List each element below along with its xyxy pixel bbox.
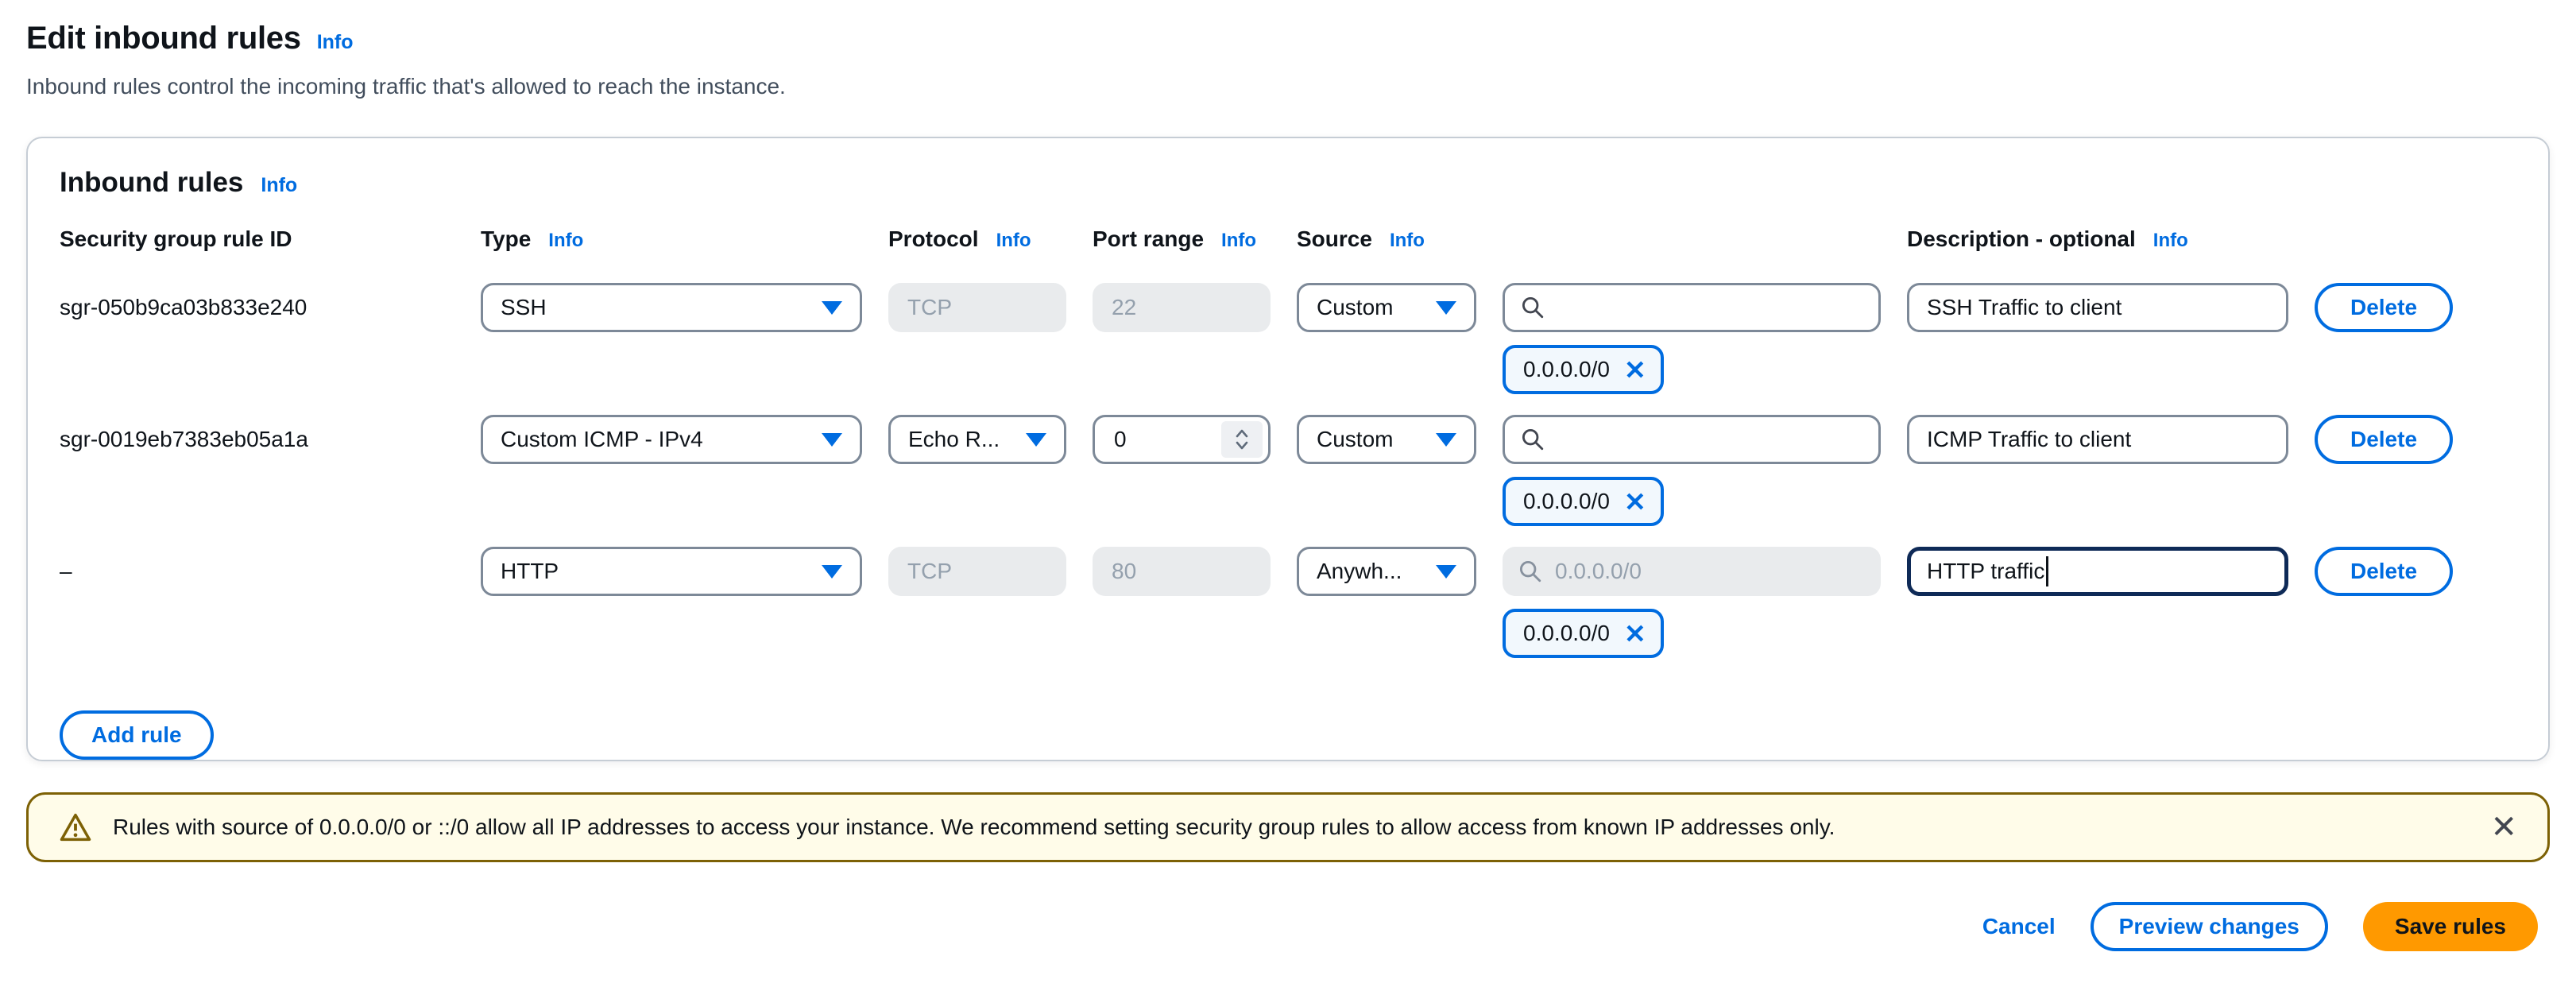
page-title: Edit inbound rules [26,21,301,56]
source-search-input[interactable] [1503,283,1881,332]
protocol-select[interactable]: Echo R... [888,415,1066,464]
dismiss-token-icon[interactable]: ✕ [1623,486,1646,517]
column-headers: Security group rule ID Type Info Protocol… [60,226,2516,254]
col-header-type: Type Info [481,226,584,251]
port-range-field: 80 [1093,547,1271,596]
description-input[interactable]: HTTP traffic [1907,547,2288,596]
source-token: 0.0.0.0/0 ✕ [1503,609,1664,658]
footer-actions: Cancel Preview changes Save rules [1982,902,2538,951]
description-input[interactable]: ICMP Traffic to client [1907,415,2288,464]
description-info-link[interactable]: Info [2152,230,2188,251]
token-label: 0.0.0.0/0 [1523,357,1610,381]
source-search-input: 0.0.0.0/0 [1503,547,1881,596]
col-header-protocol: Protocol Info [888,226,1031,251]
rule-id: – [60,559,72,583]
panel-title-info-link[interactable]: Info [261,174,298,196]
col-header-port-range: Port range Info [1093,226,1257,251]
port-range-stepper[interactable]: 0 [1093,415,1271,464]
protocol-field: TCP [888,283,1066,332]
token-label: 0.0.0.0/0 [1523,489,1610,513]
chevron-down-icon [1436,564,1456,579]
chevron-up-down-icon [1236,429,1248,450]
type-select[interactable]: Custom ICMP - IPv4 [481,415,862,464]
source-token: 0.0.0.0/0 ✕ [1503,345,1664,394]
add-rule-button[interactable]: Add rule [60,710,214,760]
type-info-link[interactable]: Info [548,230,584,251]
token-label: 0.0.0.0/0 [1523,621,1610,645]
dismiss-token-icon[interactable]: ✕ [1623,354,1646,385]
page-header: Edit inbound rules Info Inbound rules co… [26,19,786,100]
rule-id: sgr-0019eb7383eb05a1a [60,427,308,451]
save-rules-button[interactable]: Save rules [2362,902,2538,951]
panel-title: Inbound rules [60,167,244,198]
delete-rule-button[interactable]: Delete [2315,547,2453,596]
dismiss-token-icon[interactable]: ✕ [1623,618,1646,648]
page-subtitle: Inbound rules control the incoming traff… [26,74,786,99]
chevron-down-icon [1436,300,1456,315]
source-search-input[interactable] [1503,415,1881,464]
source-token: 0.0.0.0/0 ✕ [1503,477,1664,526]
port-range-info-link[interactable]: Info [1221,230,1257,251]
search-icon [1519,560,1541,583]
type-select[interactable]: SSH [481,283,862,332]
type-select[interactable]: HTTP [481,547,862,596]
chevron-down-icon [822,300,842,315]
delete-rule-button[interactable]: Delete [2315,415,2453,464]
chevron-down-icon [822,564,842,579]
warning-banner: Rules with source of 0.0.0.0/0 or ::/0 a… [26,792,2550,862]
protocol-info-link[interactable]: Info [996,230,1031,251]
warning-icon [60,813,91,842]
cancel-button[interactable]: Cancel [1982,902,2056,951]
source-info-link[interactable]: Info [1389,230,1425,251]
preview-changes-button[interactable]: Preview changes [2090,902,2328,951]
col-header-description: Description - optional Info [1907,226,2188,251]
description-input[interactable]: SSH Traffic to client [1907,283,2288,332]
page-title-info-link[interactable]: Info [316,31,354,53]
stepper-arrows[interactable] [1221,421,1263,458]
delete-rule-button[interactable]: Delete [2315,283,2453,332]
chevron-down-icon [822,432,842,447]
source-type-select[interactable]: Anywh... [1297,547,1476,596]
source-type-select[interactable]: Custom [1297,415,1476,464]
inbound-rules-panel: Inbound rules Info Security group rule I… [26,137,2550,761]
chevron-down-icon [1026,432,1046,447]
chevron-down-icon [1436,432,1456,447]
search-placeholder: 0.0.0.0/0 [1555,559,1642,583]
col-header-source: Source Info [1297,226,1425,251]
source-type-select[interactable]: Custom [1297,283,1476,332]
protocol-field: TCP [888,547,1066,596]
rules-list: sgr-050b9ca03b833e240 SSH TCP 22 Custom … [60,283,2516,658]
rule-row-http: – HTTP TCP 80 Anywh... 0.0.0.0/0 HTTP tr… [60,547,2516,658]
warning-text: Rules with source of 0.0.0.0/0 or ::/0 a… [113,815,1835,839]
text-cursor [2046,556,2049,586]
port-range-field: 22 [1093,283,1271,332]
search-icon [1522,296,1544,319]
search-icon [1522,428,1544,451]
col-header-rule-id: Security group rule ID [60,226,292,251]
rule-id: sgr-050b9ca03b833e240 [60,295,307,319]
close-icon[interactable]: ✕ [2490,810,2517,845]
rule-row-icmp: sgr-0019eb7383eb05a1a Custom ICMP - IPv4… [60,415,2516,526]
rule-row-ssh: sgr-050b9ca03b833e240 SSH TCP 22 Custom … [60,283,2516,394]
